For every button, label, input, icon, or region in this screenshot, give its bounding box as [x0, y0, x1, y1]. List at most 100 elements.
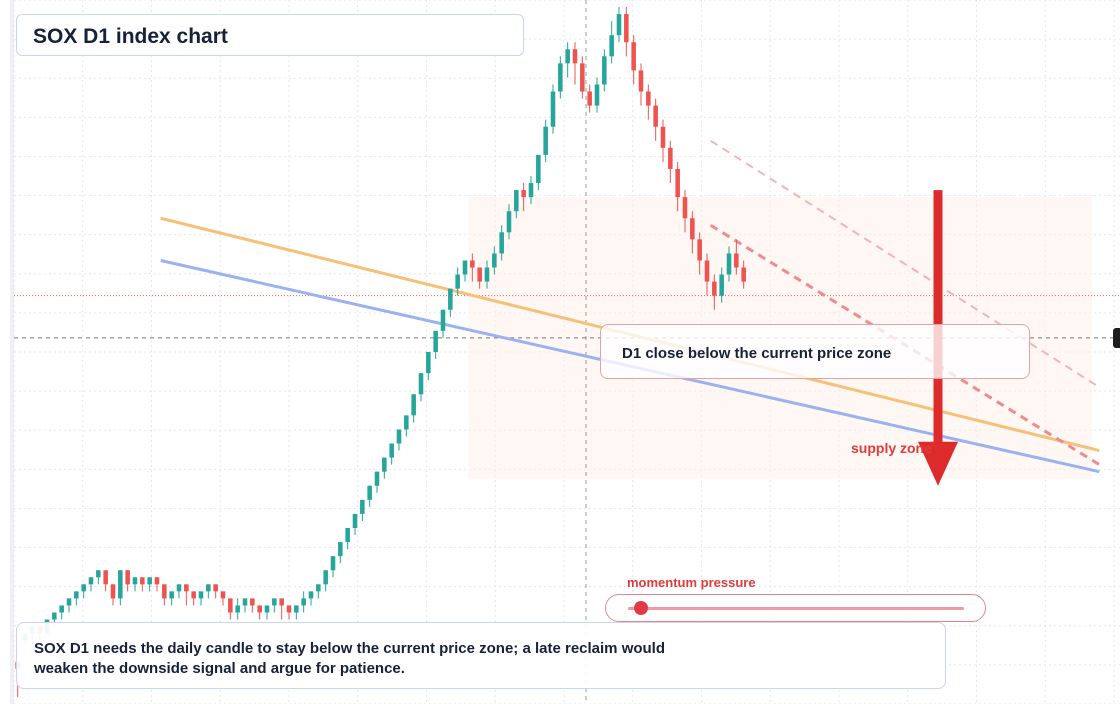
candle-body [147, 577, 152, 585]
candle-body [389, 443, 394, 458]
candle-body [228, 598, 233, 613]
candle-body [543, 126, 548, 155]
chart-title: SOX D1 index chart [33, 25, 228, 48]
candle-body [382, 457, 387, 472]
candle-body [191, 591, 196, 599]
candle-body [734, 253, 739, 268]
candle-body [338, 542, 343, 557]
candle-body [308, 591, 314, 599]
candle-body [294, 605, 299, 613]
candle-body [726, 253, 732, 275]
analysis-note: SOX D1 needs the daily candle to stay be… [34, 640, 666, 677]
candle-body [250, 598, 255, 606]
candle-body [462, 260, 468, 275]
candle-body [110, 584, 116, 599]
candle-body [374, 471, 380, 486]
candle-body [360, 499, 365, 514]
candle-body [316, 584, 321, 592]
candle-body [660, 126, 666, 148]
candle-body [624, 14, 629, 43]
candle-body [594, 84, 600, 106]
candle-body [572, 49, 578, 64]
candle-body [279, 598, 284, 606]
momentum-knob[interactable] [634, 601, 649, 615]
candle-body [242, 598, 248, 606]
candle-body [367, 485, 372, 500]
candle-body [536, 154, 541, 184]
candle-body [426, 352, 431, 374]
candle-body [675, 168, 680, 198]
candle-body [638, 70, 644, 92]
chart-title-box: SOX D1 index chart [16, 14, 524, 56]
trend-line-dashed-light [710, 139, 1100, 389]
momentum-slider[interactable] [605, 594, 986, 622]
candle-body [66, 598, 72, 606]
candle-body [132, 577, 138, 585]
candle-body [272, 598, 277, 606]
candle-body [125, 570, 130, 585]
candle-body [528, 183, 534, 198]
analysis-note-box: SOX D1 needs the daily candle to stay be… [16, 622, 946, 689]
candle-body [323, 570, 328, 585]
candle-body [59, 605, 64, 613]
candle-body [206, 584, 211, 592]
candle-body [741, 267, 746, 282]
candle-body [616, 14, 622, 36]
candle-body [565, 49, 570, 64]
downside-arrow-head [918, 441, 958, 486]
candle-body [154, 577, 160, 585]
price-zone-callout: D1 close below the current price zone [600, 324, 1030, 379]
candle-body [448, 288, 453, 310]
candle-body [52, 612, 57, 620]
candle-body [411, 394, 416, 416]
candle-body [257, 605, 262, 613]
momentum-track [628, 607, 964, 610]
candle-body [88, 577, 94, 585]
candle-body [484, 267, 490, 282]
candle-body [682, 197, 688, 219]
candle-body [198, 591, 204, 599]
candle-body [719, 274, 724, 296]
candle-body [235, 605, 240, 613]
candle-body [176, 584, 182, 592]
candle-body [286, 605, 292, 613]
candle-body [433, 330, 438, 352]
candle-body [440, 309, 446, 331]
candle-body [653, 105, 658, 127]
candle-body [162, 584, 167, 599]
candle-body [81, 584, 86, 592]
candle-body [169, 591, 174, 599]
candle-body [330, 556, 336, 571]
candle-body [580, 63, 585, 92]
candle-body [477, 267, 482, 282]
candle-body [697, 239, 702, 261]
candle-body [521, 190, 526, 198]
candle-body [499, 232, 504, 254]
candle-body [712, 281, 717, 296]
candle-body [602, 56, 607, 85]
candle-body [506, 211, 512, 233]
candle-body [345, 528, 350, 543]
candle-body [455, 274, 460, 289]
candle-body [74, 591, 79, 599]
candle-body [609, 35, 614, 57]
candle-body [213, 584, 218, 592]
candle-body [301, 598, 306, 606]
candle-body [103, 570, 108, 585]
candle-body [418, 373, 424, 395]
candle-body [631, 42, 636, 71]
candle-body [184, 584, 189, 592]
candle-body [668, 147, 673, 169]
candle-body [690, 218, 695, 240]
candle-body [558, 63, 563, 92]
candle-body [396, 429, 402, 444]
chart-left-edge [10, 0, 14, 704]
candle-body [118, 570, 123, 599]
candle-body [140, 577, 145, 585]
supply-zone-label: supply zone [851, 440, 932, 456]
candle-body [550, 91, 556, 127]
candle-body [492, 253, 497, 268]
candle-body [704, 260, 710, 282]
candle-body [514, 190, 519, 212]
